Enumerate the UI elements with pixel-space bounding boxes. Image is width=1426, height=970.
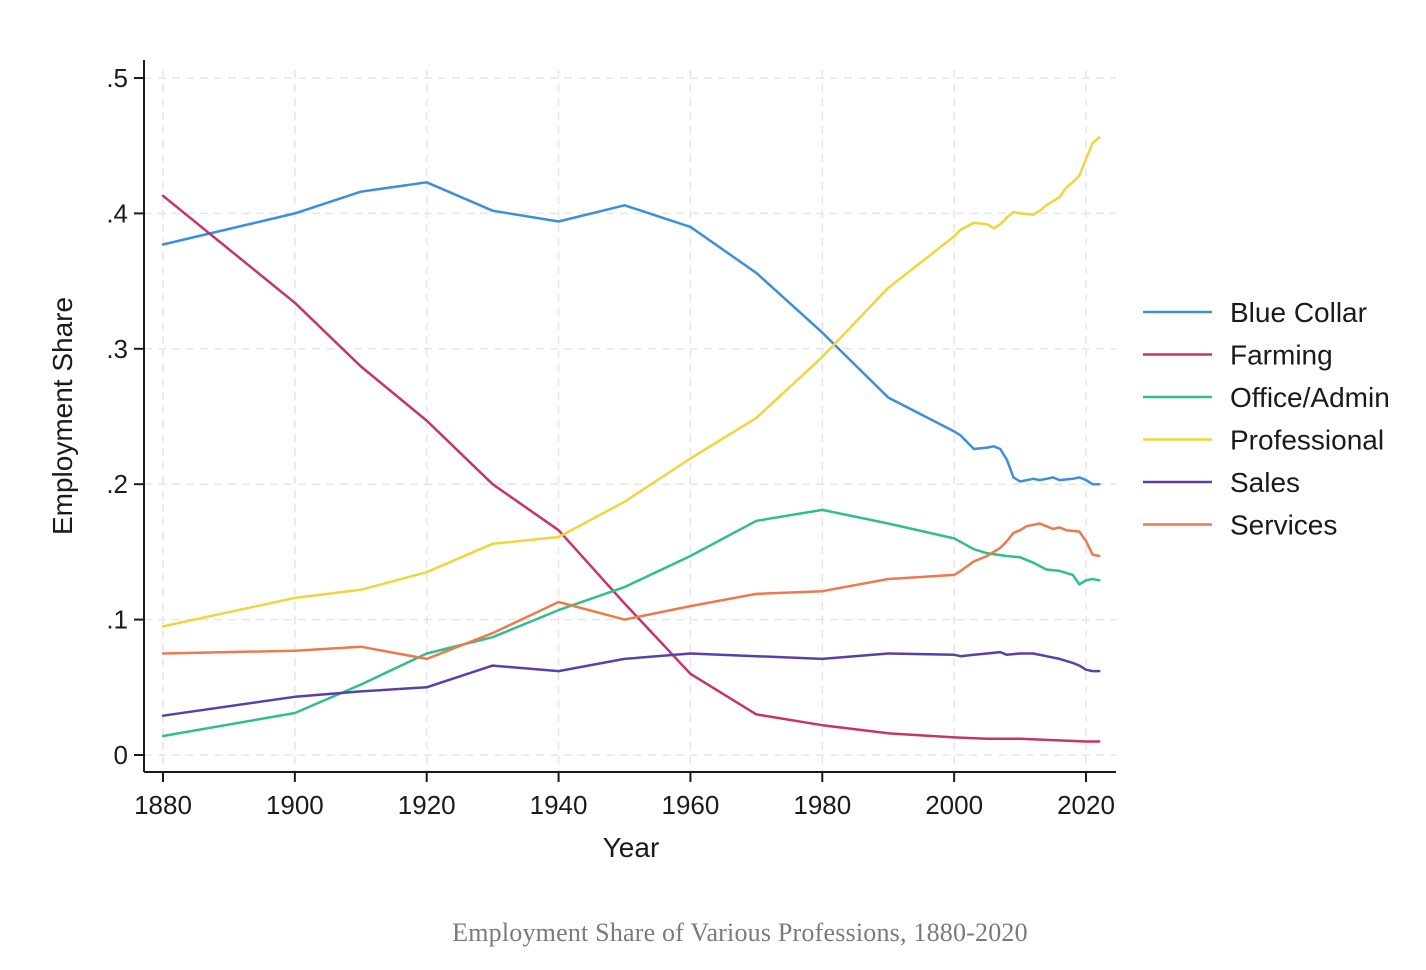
series-line-office-admin [161,508,1101,738]
legend-label-services: Services [1230,510,1337,541]
legend-label-professional: Professional [1230,425,1384,456]
legend-label-blue-collar: Blue Collar [1230,297,1367,328]
x-tick-label: 2020 [1057,790,1115,820]
y-tick-label: .5 [106,63,128,93]
x-tick-label: 1880 [134,790,192,820]
tick-labels: 0 .1 .2 .3 .4 .5 1880 1900 1920 1940 1960 1980 2000 2… [106,63,1115,820]
legend-label-office-admin: Office/Admin [1230,382,1390,413]
x-tick-label: 1900 [266,790,324,820]
series-line-sales [161,650,1101,717]
y-tick-label: .3 [106,334,128,364]
x-tick-label: 2000 [925,790,983,820]
y-tick-label: 0 [114,740,128,770]
series-lines [161,136,1101,743]
line-chart: 0 .1 .2 .3 .4 .5 1880 1900 1920 1940 1960 1980 2000 2… [47,60,1390,863]
y-tick-label: .4 [106,198,128,228]
x-tick-label: 1920 [398,790,456,820]
gridlines [144,70,1116,772]
x-axis-title: Year [603,832,660,863]
y-axis-title: Employment Share [47,297,78,535]
legend-label-farming: Farming [1230,340,1333,371]
legend-label-sales: Sales [1230,467,1300,498]
figure-caption: Employment Share of Various Professions,… [452,918,1028,947]
series-line-services [161,522,1101,661]
legend: Blue Collar Farming Office/Admin Profession… [1143,297,1390,541]
series-line-farming [161,194,1101,743]
x-tick-label: 1960 [662,790,720,820]
y-tick-label: .1 [106,605,128,635]
x-tick-label: 1940 [530,790,588,820]
y-tick-label: .2 [106,469,128,499]
series-line-professional [161,136,1101,628]
series-line-blue-collar [161,181,1101,486]
axes [134,60,1116,782]
x-tick-label: 1980 [793,790,851,820]
